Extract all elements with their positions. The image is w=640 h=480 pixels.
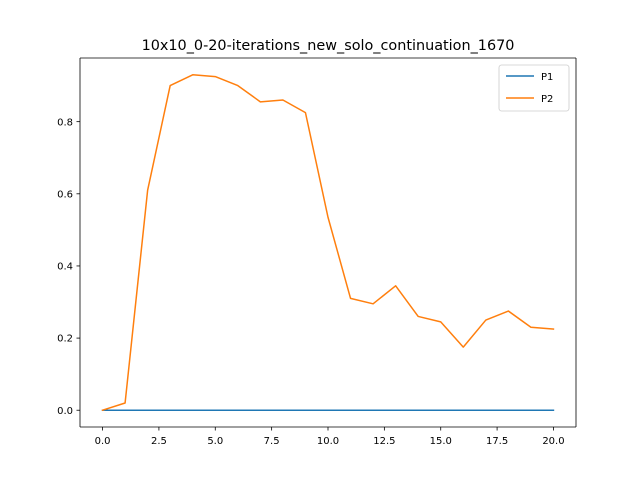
series-line-p2 [101,74,555,412]
x-tick-label: 5.0 [207,436,223,447]
x-tick-label: 20.0 [542,436,564,447]
x-tick-label: 0.0 [95,436,111,447]
chart-title: 10x10_0-20-iterations_new_solo_continuat… [142,38,515,54]
x-tick-label: 12.5 [373,436,395,447]
y-tick-label: 0.2 [57,334,73,345]
x-tick-label: 10.0 [317,436,339,447]
y-tick-label: 0.8 [57,117,73,128]
legend-box [498,64,570,112]
y-tick-label: 0.4 [57,262,73,273]
axes-layer: 0.0 2.5 5.0 7.5 10.0 12.5 15.0 17.5 20.0 0.0 0.2 0.… [57,57,577,447]
legend-label-p2: P2 [541,94,553,105]
series-layer [101,74,555,412]
x-tick-label: 15.0 [430,436,452,447]
y-tick-label: 0.0 [57,406,73,417]
x-tick-label: 17.5 [486,436,508,447]
x-tick-label: 2.5 [151,436,167,447]
legend: P1 P2 [498,64,570,112]
y-tick-label: 0.6 [57,189,73,200]
legend-label-p1: P1 [541,72,553,83]
x-tick-label: 7.5 [264,436,280,447]
